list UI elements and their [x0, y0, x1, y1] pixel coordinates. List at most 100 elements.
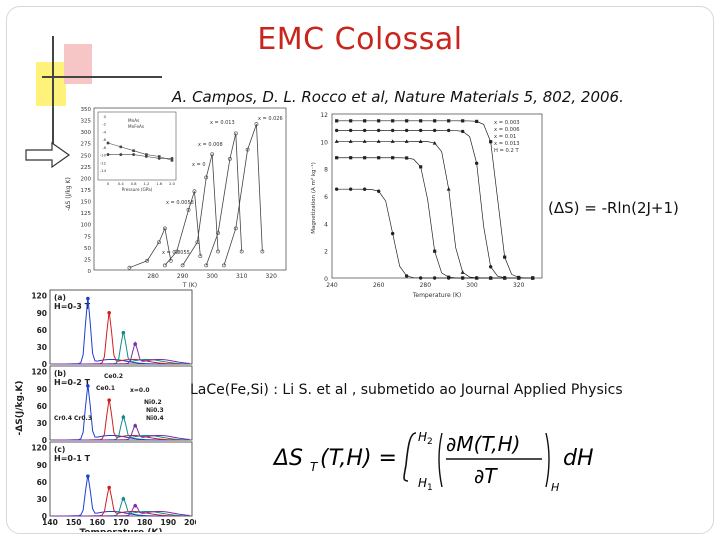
- lacefesi-citation: LaCe(Fe,Si) : Li S. et al , submetido ao…: [190, 382, 623, 398]
- y-tick-label: 150: [81, 200, 92, 206]
- y-tick-label: 2: [324, 249, 328, 256]
- lacefesi-peak-point: [107, 398, 111, 402]
- inset-y-tick: -4: [102, 129, 106, 134]
- magnetization-point: [433, 249, 437, 253]
- magnetization-series-line: [336, 157, 533, 279]
- magnetization-point: [433, 119, 437, 123]
- y-tick-label: 0: [88, 269, 92, 275]
- magnetization-point: [391, 119, 395, 123]
- lacefesi-peak-point: [107, 485, 111, 490]
- x-axis-label: Temperature (K): [412, 292, 462, 299]
- x-tick-label: 240: [326, 282, 338, 289]
- magnetization-point: [348, 139, 353, 143]
- magnetization-point: [391, 156, 395, 160]
- formula-eval-sub: H: [551, 481, 559, 494]
- entropy-point: [233, 131, 238, 136]
- entropy-point: [210, 152, 215, 157]
- inset-point: [157, 157, 161, 160]
- panel-annotation: Ce0.2: [104, 373, 123, 380]
- y-tick-label: 25: [84, 257, 91, 263]
- formula-lhs-sub: T: [310, 460, 319, 474]
- entropy-point: [162, 226, 167, 231]
- entropy-point: [157, 240, 161, 245]
- citation-text: A. Campos, D. L. Rocco et al, Nature Mat…: [172, 88, 624, 106]
- inset-x-tick: 1.2: [143, 181, 150, 186]
- y-tick-label: 4: [324, 221, 328, 228]
- y-tick-label: 120: [31, 292, 47, 301]
- inset-x-tick: 0.8: [131, 181, 138, 186]
- entropy-series-line: [205, 133, 243, 266]
- magnetization-point: [362, 187, 367, 191]
- formula-lhs: ΔS: [272, 446, 303, 471]
- magnetization-point: [334, 139, 339, 143]
- entropy-point: [127, 265, 132, 270]
- entropy-chart: 0 25 50 75 100 125 150 175 200 225 250 275 300 325 350…: [65, 107, 287, 289]
- slide-frame: [6, 6, 714, 534]
- magnetization-point: [516, 276, 521, 280]
- inset-point: [106, 153, 110, 156]
- y-tick-label: 30: [37, 495, 47, 504]
- y-tick-label: 125: [81, 211, 92, 217]
- magnetization-point: [404, 128, 409, 133]
- lacefesi-peak-point: [121, 330, 126, 335]
- formula-differential: dH: [563, 446, 594, 471]
- entropy-point: [192, 189, 197, 194]
- entropy-point: [216, 231, 220, 235]
- magnetization-point: [335, 119, 339, 123]
- deco-yellow-block: [36, 62, 66, 106]
- magnetization-legend-label: x = 0.01: [494, 134, 516, 140]
- x-tick-label: 160: [90, 518, 106, 527]
- magnetization-point: [432, 276, 437, 280]
- magnetization-point: [488, 265, 493, 269]
- y-tick-label: 30: [37, 419, 47, 428]
- inset-point: [119, 145, 123, 149]
- entropy-point: [233, 226, 238, 231]
- y-tick-label: 275: [81, 142, 92, 148]
- magnetization-point: [376, 128, 381, 133]
- panel-annotation: Ni0.4: [146, 415, 164, 422]
- lacefesi-peak-point: [86, 474, 90, 478]
- entropy-annotation: x = 0.008: [198, 142, 223, 148]
- integral-sign: [403, 432, 417, 482]
- y-tick-label: 90: [37, 461, 47, 470]
- magnetization-point: [475, 119, 479, 123]
- inset-x-tick: 0: [107, 181, 110, 186]
- magnetization-point: [348, 187, 353, 191]
- panel-field-label: H=0-1 T: [54, 454, 91, 463]
- x-tick-label: 200: [184, 518, 196, 527]
- entropy-series-line: [164, 191, 201, 266]
- x-tick-label: 300: [466, 282, 478, 289]
- plot1-frame: [93, 107, 287, 271]
- inset-point: [106, 141, 110, 145]
- panel-label: (a): [54, 293, 66, 302]
- y-axis-label: Magnetization (A m² kg⁻¹): [310, 162, 317, 234]
- magnetization-point: [362, 139, 367, 143]
- magnetization-point: [460, 270, 465, 274]
- magnetization-point: [460, 276, 465, 280]
- inset-frame: [97, 111, 177, 181]
- y-axis-label: -ΔS (J/kg K): [65, 177, 72, 211]
- inset-point: [119, 153, 123, 156]
- y-tick-label: 60: [37, 402, 47, 411]
- magnetization-point: [432, 141, 437, 145]
- lacefesi-peak-point: [86, 296, 90, 301]
- entropy-series-line: [182, 154, 219, 266]
- magnetization-chart: 0 2 4 6 8 10 12 240 260 280 300 320 Temperature (K) M…: [310, 112, 543, 299]
- inset-x-label: Pressure (GPa): [122, 187, 153, 192]
- formula-upper-sub: 2: [427, 437, 433, 447]
- y-tick-label: 8: [324, 167, 328, 174]
- panel-annotation: x=0.0: [130, 387, 150, 394]
- entropy-point: [239, 249, 244, 254]
- entropy-series-line: [223, 124, 263, 266]
- inset-y-tick: -12: [100, 160, 107, 165]
- magnetization-point: [447, 119, 451, 123]
- x-tick-label: 260: [373, 282, 385, 289]
- inset-x-tick: 0.4: [118, 181, 125, 186]
- magnetization-point: [390, 139, 395, 143]
- entropy-annotation: x = 0.013: [210, 120, 235, 126]
- inset-x-tick: 2.0: [169, 181, 176, 186]
- entropy-point: [227, 157, 232, 161]
- x-tick-label: 280: [147, 273, 159, 280]
- y-tick-label: 120: [31, 368, 47, 377]
- magnetization-field-label: H = 0.2 T: [494, 148, 519, 154]
